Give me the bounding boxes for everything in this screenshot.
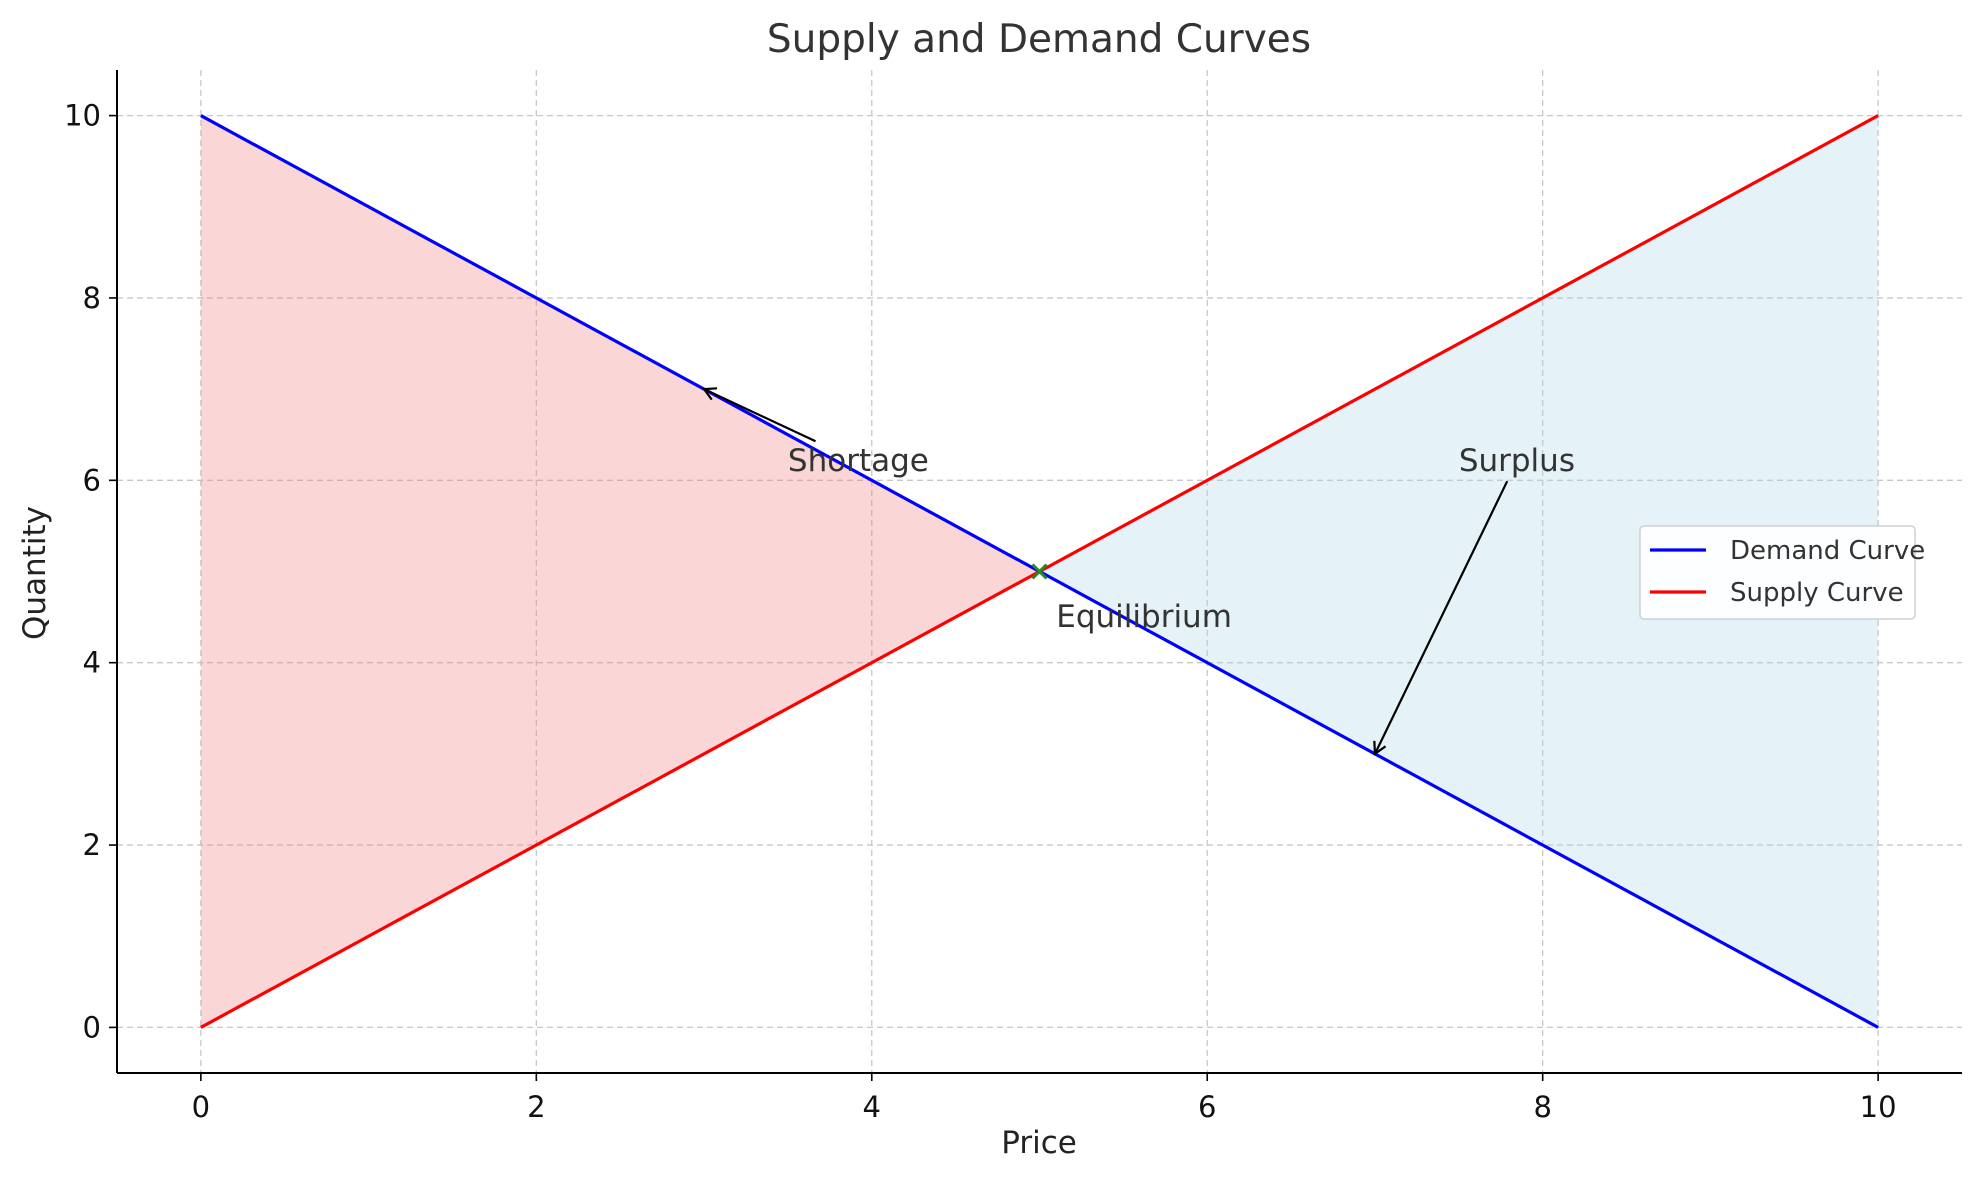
equilibrium-marker-stroke-b	[1031, 563, 1048, 580]
x-tick-label-6: 6	[1198, 1090, 1216, 1124]
surplus-annotation-arrow	[1373, 480, 1509, 756]
equilibrium-label: Equilibrium	[1056, 599, 1232, 635]
x-tick-label-10: 10	[1860, 1090, 1897, 1124]
surplus-annotation-label: Surplus	[1459, 443, 1575, 479]
y-tick-label-4: 4	[83, 646, 101, 680]
legend-entry-demand-curve: Demand Curve	[1730, 536, 1925, 566]
legend-entry-supply-curve: Supply Curve	[1730, 578, 1904, 608]
equilibrium-marker	[1031, 563, 1048, 580]
y-tick-label-10: 10	[64, 99, 101, 133]
y-axis-label: Quantity	[17, 506, 53, 640]
shortage-arrow-head	[701, 387, 718, 401]
region-fills	[200, 115, 1879, 1028]
y-tick-label-0: 0	[83, 1010, 101, 1044]
grid	[117, 70, 1962, 1073]
y-tick-label-8: 8	[83, 281, 101, 315]
shortage-annotation-arrow	[701, 387, 817, 443]
shortage-annotation-label: Shortage	[788, 443, 929, 479]
x-tick-label-8: 8	[1533, 1090, 1551, 1124]
surplus-arrow-head	[1373, 740, 1387, 756]
axes: 0 2 4 6 8 10 0 2 4 6 8 10	[64, 70, 1962, 1124]
surplus-region-fill	[1039, 115, 1879, 1028]
shortage-arrow-shaft	[703, 388, 817, 443]
chart-title: Supply and Demand Curves	[767, 17, 1311, 62]
x-tick-label-2: 2	[527, 1090, 545, 1124]
x-tick-label-0: 0	[192, 1090, 210, 1124]
x-axis-label: Price	[1001, 1125, 1077, 1161]
annotations: Equilibrium Shortage Surplus	[701, 387, 1575, 756]
x-tick-label-4: 4	[863, 1090, 881, 1124]
legend-box	[1639, 525, 1916, 620]
y-tick-label-2: 2	[83, 828, 101, 862]
surplus-arrow-shaft	[1373, 480, 1509, 755]
shortage-region-fill	[200, 115, 1040, 1028]
legend: Demand Curve Supply Curve	[1639, 525, 1925, 620]
y-tick-label-6: 6	[83, 463, 101, 497]
